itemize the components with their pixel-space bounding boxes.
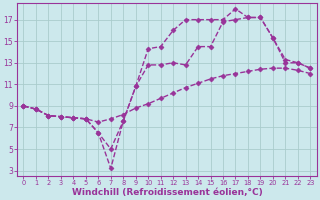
X-axis label: Windchill (Refroidissement éolien,°C): Windchill (Refroidissement éolien,°C) — [72, 188, 262, 197]
